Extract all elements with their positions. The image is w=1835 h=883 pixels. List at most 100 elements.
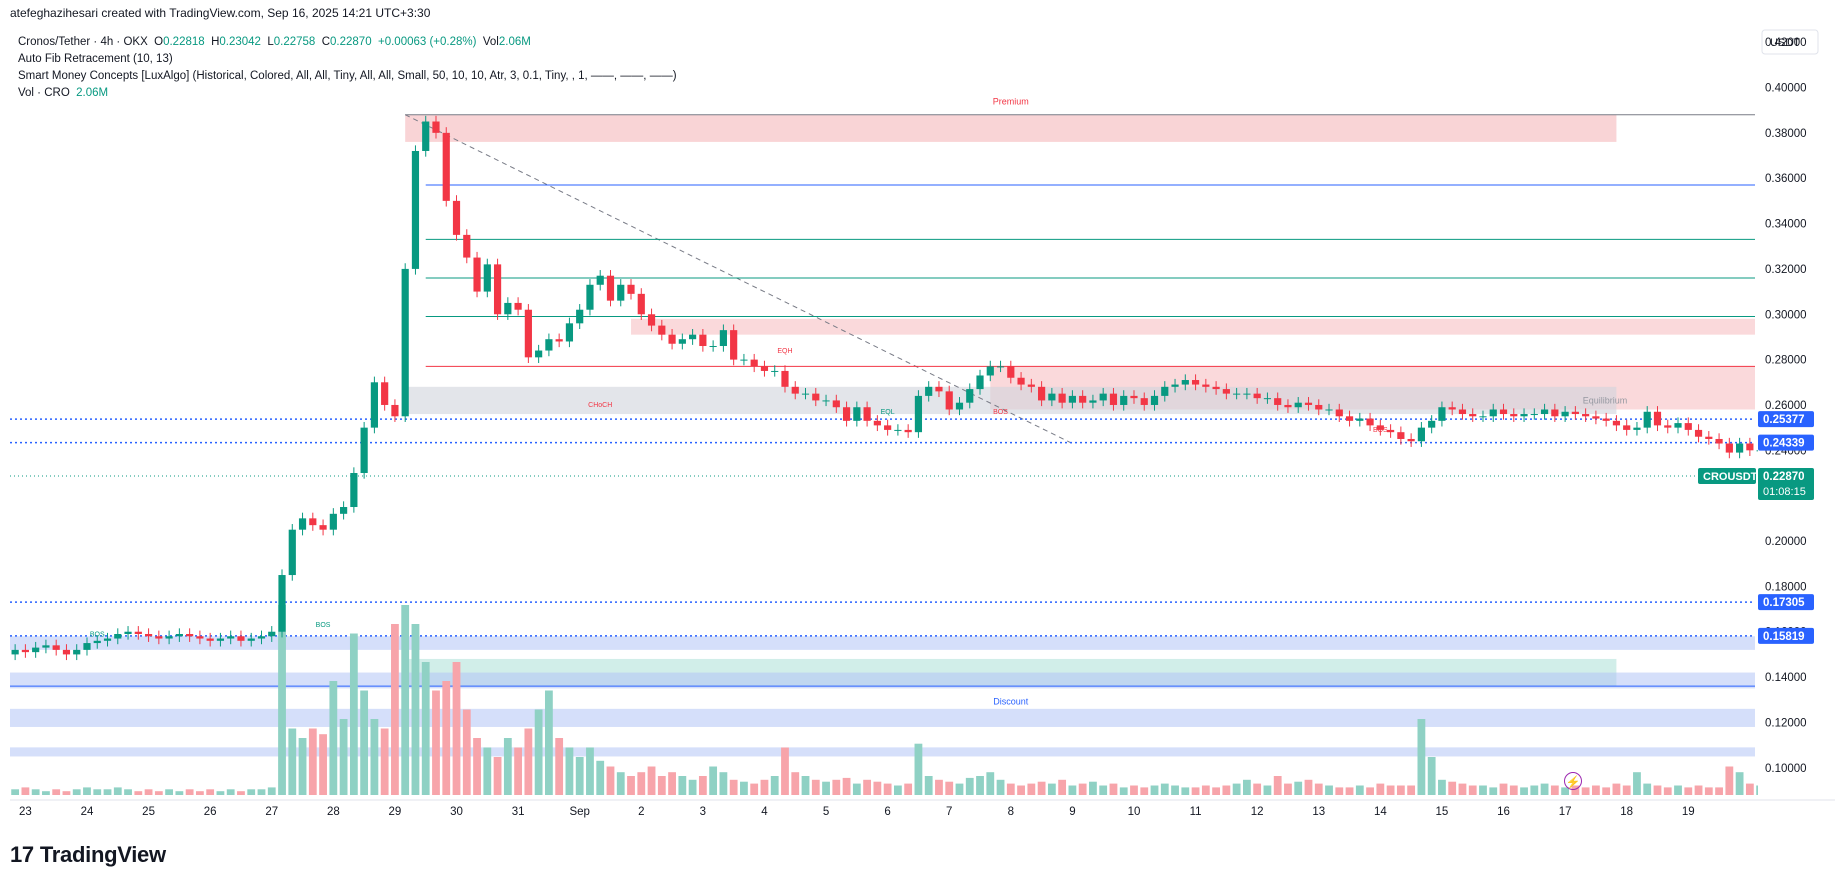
level-price-badge-text: 0.24339 <box>1763 438 1805 450</box>
candle-body <box>329 513 337 530</box>
structure-label: BOS <box>1373 427 1388 434</box>
volume-bar <box>1694 785 1703 795</box>
candle-body <box>1428 420 1436 428</box>
candle-body <box>411 150 420 269</box>
volume-bar <box>637 772 646 795</box>
candle-body <box>1263 398 1272 400</box>
volume-series-name: Vol · CRO <box>18 87 70 99</box>
candle-body <box>1469 414 1477 417</box>
candle-body <box>935 386 943 392</box>
candle-body <box>1068 395 1076 403</box>
x-tick-label: 29 <box>389 806 402 818</box>
volume-bar <box>1304 779 1313 795</box>
candle-body <box>442 132 450 201</box>
y-tick-label: 0.34000 <box>1765 219 1807 231</box>
volume-bar <box>822 781 830 795</box>
x-tick-label: 14 <box>1374 806 1387 818</box>
volume-bar <box>524 728 533 795</box>
open-label: O <box>154 36 164 48</box>
volume-bar <box>1438 779 1446 795</box>
volume-bar <box>154 791 163 795</box>
tradingview-logo[interactable]: 17 TradingView <box>10 842 166 868</box>
x-tick-label: 27 <box>265 806 278 818</box>
candle-body <box>730 330 738 360</box>
candle-body <box>945 391 953 410</box>
candle-body <box>350 472 358 508</box>
volume-bar <box>904 783 913 795</box>
volume-bar <box>1017 785 1025 795</box>
candle-body <box>1161 386 1169 396</box>
volume-bar <box>1715 787 1723 795</box>
volume-bar <box>42 791 50 795</box>
volume-bar <box>1653 785 1662 795</box>
candle-body <box>134 631 142 634</box>
candle-body <box>678 339 686 344</box>
structure-label: BOS <box>993 409 1008 416</box>
level-price-badge <box>1758 411 1814 428</box>
candle-body <box>309 518 317 526</box>
candle-body <box>93 640 101 644</box>
candle-body <box>1715 438 1723 444</box>
volume-bar <box>124 789 132 795</box>
volume-bar <box>914 743 923 795</box>
volume-bar <box>1335 787 1344 795</box>
volume-bar <box>1140 787 1149 795</box>
candle-body <box>1397 432 1405 439</box>
volume-bar <box>1725 766 1734 795</box>
volume-bar <box>1417 719 1426 795</box>
lightning-icon[interactable]: ⚡ <box>1564 772 1582 790</box>
candle-body <box>278 575 286 632</box>
level-price-badge <box>1758 594 1814 611</box>
volume-bar <box>1448 781 1457 795</box>
x-tick-label: Sep <box>569 806 589 818</box>
candle-body <box>1335 409 1343 417</box>
volume-bar <box>483 747 492 795</box>
smc-indicator-row[interactable]: Smart Money Concepts [LuxAlgo] (Historic… <box>18 70 677 82</box>
fib-indicator-row[interactable]: Auto Fib Retracement (10, 13) <box>18 53 173 65</box>
candle-body <box>1027 384 1035 387</box>
volume-bar <box>1068 785 1077 795</box>
candle-body <box>1109 393 1118 405</box>
volume-bar <box>1325 785 1333 795</box>
candle-body <box>1633 427 1641 430</box>
volume-bar <box>391 624 399 795</box>
volume-bar <box>596 760 605 795</box>
candle-body <box>1222 389 1230 394</box>
candle-body <box>1376 425 1384 430</box>
volume-bar <box>657 776 666 795</box>
candle-body <box>463 234 471 258</box>
volume-bar <box>298 738 307 795</box>
volume-indicator-row[interactable]: Vol · CRO 2.06M <box>18 85 677 102</box>
volume-bar <box>1119 787 1128 795</box>
candle-body <box>1407 438 1415 442</box>
x-tick-label: 8 <box>1008 806 1014 818</box>
x-tick-label: 5 <box>823 806 829 818</box>
countdown-text: 01:08:15 <box>1763 486 1806 498</box>
candle-body <box>627 284 635 294</box>
y-tick-label: 0.32000 <box>1765 264 1807 276</box>
candle-body <box>1233 393 1241 395</box>
candle-body <box>1489 409 1497 417</box>
volume-bar <box>473 738 481 795</box>
candle-body <box>227 636 235 639</box>
candle-body <box>863 407 871 421</box>
candle-body <box>370 382 378 428</box>
volume-bar <box>842 777 851 795</box>
candle-body <box>750 359 758 367</box>
level-price-badge <box>1758 627 1814 644</box>
volume-bar <box>1499 783 1508 795</box>
candle-body <box>340 507 348 514</box>
x-tick-label: 23 <box>19 806 32 818</box>
candle-body <box>1592 416 1600 419</box>
volume-bar <box>678 776 687 795</box>
symbol-name[interactable]: Cronos/Tether · 4h · OKX <box>18 36 148 48</box>
volume-bar <box>965 777 974 795</box>
candle-body <box>288 529 296 576</box>
candle-body <box>1294 402 1302 408</box>
candle-body <box>381 382 389 405</box>
candle-body <box>1007 366 1015 378</box>
candle-body <box>709 346 717 348</box>
x-tick-label: 7 <box>946 806 952 818</box>
candle-body <box>1304 402 1313 405</box>
